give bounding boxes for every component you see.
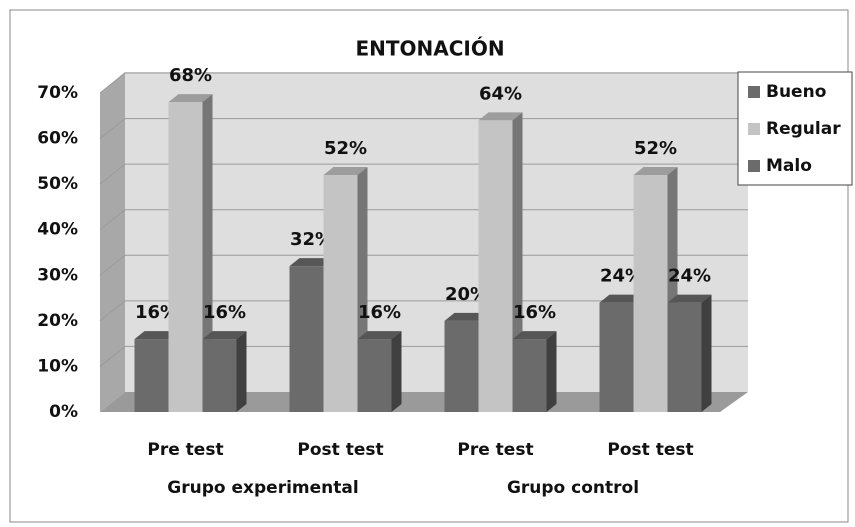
group-label: Grupo experimental <box>167 478 358 498</box>
data-label: 24% <box>600 266 643 287</box>
x-tick-label: Post test <box>607 440 693 460</box>
y-tick-label: 10% <box>37 356 78 376</box>
bar-top <box>357 331 402 340</box>
chart-title: ENTONACIÓN <box>355 37 504 61</box>
bar-top <box>512 331 557 340</box>
legend-swatch <box>748 86 760 98</box>
bar-top <box>633 167 678 176</box>
bar-side <box>202 94 213 412</box>
bar <box>202 339 237 412</box>
bar <box>633 175 668 412</box>
bar-side <box>391 331 402 412</box>
bar <box>289 266 324 412</box>
bar <box>168 102 203 412</box>
back-wall <box>125 72 748 392</box>
data-label: 16% <box>358 302 401 323</box>
grid-line <box>99 118 748 139</box>
data-label: 64% <box>479 83 522 104</box>
bar-top <box>202 331 247 340</box>
bar <box>512 339 547 412</box>
data-label: 24% <box>668 266 711 287</box>
grid-line <box>99 300 748 322</box>
bar-top <box>667 294 712 303</box>
y-tick-label: 70% <box>37 83 78 103</box>
group-label: Grupo control <box>507 478 639 498</box>
bar-top <box>289 258 334 267</box>
bar <box>444 320 479 412</box>
bar-top <box>444 312 489 321</box>
legend-swatch <box>748 160 760 172</box>
data-label: 16% <box>513 302 556 323</box>
bar-side <box>236 331 247 412</box>
bar <box>323 175 358 412</box>
data-label: 52% <box>324 138 367 159</box>
bar-side <box>701 294 712 412</box>
bar-top <box>478 112 523 121</box>
grid-line <box>99 209 748 231</box>
bar <box>667 302 702 412</box>
grid-line <box>99 254 748 276</box>
grid-line <box>99 72 748 94</box>
y-tick-label: 40% <box>37 220 78 240</box>
legend-swatch <box>748 123 760 135</box>
bar-side <box>546 331 557 412</box>
y-tick-label: 30% <box>37 265 78 285</box>
y-tick-label: 50% <box>37 174 78 194</box>
floor <box>100 392 748 412</box>
x-tick-label: Pre test <box>457 440 533 460</box>
bar-top <box>599 294 644 303</box>
bar <box>357 339 392 412</box>
legend-label: Malo <box>766 156 812 176</box>
y-tick-label: 0% <box>49 402 78 422</box>
grid-line <box>99 163 748 185</box>
legend-label: Bueno <box>766 82 826 102</box>
data-label: 32% <box>290 229 333 250</box>
data-label: 20% <box>445 284 488 305</box>
data-label: 52% <box>634 138 677 159</box>
x-tick-label: Pre test <box>147 440 223 460</box>
side-wall <box>100 72 125 412</box>
data-label: 16% <box>135 302 178 323</box>
x-tick-label: Post test <box>297 440 383 460</box>
bar-top <box>168 94 213 103</box>
bar <box>599 302 634 412</box>
bar-top <box>134 331 179 340</box>
bar <box>134 339 169 412</box>
data-label: 16% <box>203 302 246 323</box>
legend-label: Regular <box>766 119 841 139</box>
y-tick-label: 60% <box>37 129 78 149</box>
bar <box>478 120 513 412</box>
bar-top <box>323 167 368 176</box>
data-label: 68% <box>169 65 212 86</box>
y-tick-label: 20% <box>37 311 78 331</box>
